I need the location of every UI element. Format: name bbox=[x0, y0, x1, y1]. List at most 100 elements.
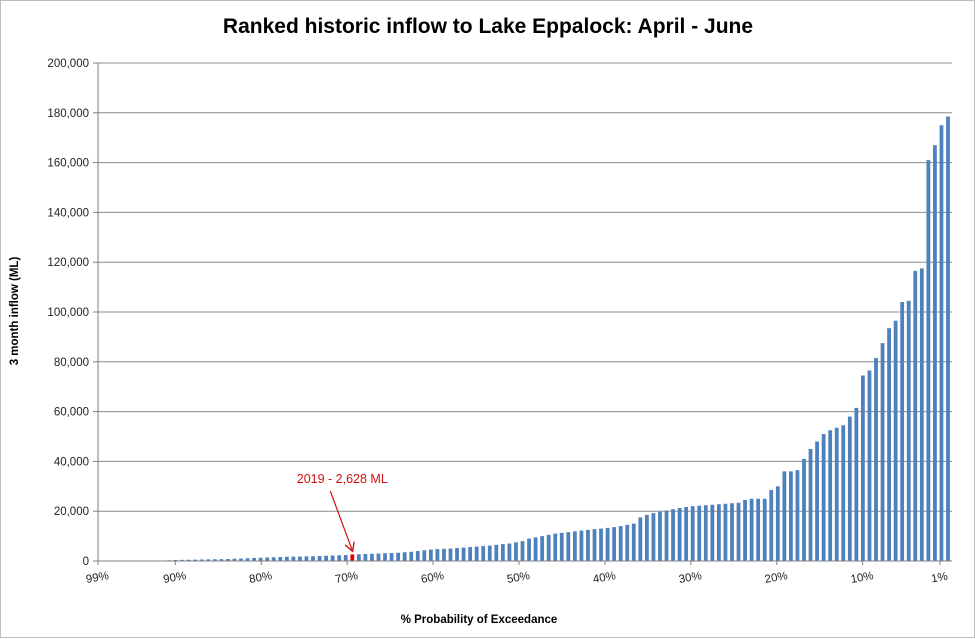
bar bbox=[671, 509, 675, 561]
y-tick-label: 60,000 bbox=[54, 407, 89, 419]
bar bbox=[415, 551, 420, 561]
bar bbox=[716, 504, 721, 561]
bar bbox=[821, 434, 826, 561]
bar bbox=[435, 549, 440, 561]
bar bbox=[756, 498, 761, 561]
x-tick-label: 1% bbox=[930, 571, 948, 586]
bar bbox=[703, 505, 708, 561]
bar bbox=[455, 548, 459, 561]
bar bbox=[861, 375, 865, 561]
bar bbox=[893, 320, 898, 561]
bar bbox=[612, 527, 617, 561]
bar bbox=[199, 559, 204, 561]
bar bbox=[494, 544, 499, 561]
bar bbox=[507, 543, 512, 561]
bar bbox=[186, 559, 191, 561]
x-tick-label: 60% bbox=[420, 570, 445, 586]
x-tick-label: 50% bbox=[506, 570, 531, 586]
chart-title: Ranked historic inflow to Lake Eppalock:… bbox=[223, 15, 753, 38]
bar bbox=[664, 510, 669, 561]
bar bbox=[383, 553, 387, 561]
bar bbox=[422, 550, 427, 561]
bar bbox=[337, 555, 342, 561]
bar bbox=[762, 498, 767, 561]
bar bbox=[396, 552, 401, 561]
bar bbox=[834, 427, 839, 561]
x-tick-label: 10% bbox=[850, 570, 875, 586]
bar bbox=[180, 559, 184, 561]
bar bbox=[631, 523, 636, 561]
bar bbox=[212, 559, 217, 561]
bar bbox=[546, 534, 551, 561]
bar bbox=[389, 553, 394, 561]
bar bbox=[880, 343, 885, 562]
bar bbox=[684, 506, 689, 561]
bar bbox=[239, 558, 243, 561]
x-tick-label: 70% bbox=[334, 570, 359, 586]
bar bbox=[946, 116, 950, 561]
bar bbox=[579, 530, 584, 561]
bar bbox=[939, 125, 944, 561]
x-tick-label: 30% bbox=[678, 570, 703, 586]
bar bbox=[566, 532, 571, 561]
bar bbox=[304, 556, 309, 561]
bar bbox=[468, 547, 473, 561]
bar bbox=[618, 526, 623, 561]
bar bbox=[461, 547, 466, 561]
bar bbox=[219, 559, 224, 561]
bar bbox=[867, 370, 872, 561]
bar bbox=[252, 558, 256, 561]
bar bbox=[363, 554, 368, 561]
bar bbox=[586, 529, 590, 562]
bar bbox=[599, 528, 603, 561]
bar bbox=[324, 555, 329, 561]
bar bbox=[330, 555, 335, 561]
y-tick-label: 0 bbox=[83, 556, 89, 568]
x-tick-label: 90% bbox=[162, 570, 187, 586]
bar bbox=[271, 557, 276, 561]
bar bbox=[828, 430, 833, 561]
bar bbox=[795, 470, 800, 561]
axes bbox=[97, 63, 952, 565]
bar bbox=[605, 527, 610, 561]
bar bbox=[874, 358, 878, 561]
bar bbox=[428, 549, 433, 561]
bar bbox=[658, 511, 662, 561]
bar bbox=[769, 490, 774, 561]
bar bbox=[887, 328, 891, 561]
y-tick-label: 180,000 bbox=[47, 108, 89, 120]
bar bbox=[540, 536, 545, 561]
bar bbox=[258, 557, 263, 561]
y-tick-label: 80,000 bbox=[54, 357, 89, 369]
y-tick-label: 40,000 bbox=[54, 456, 89, 468]
bar bbox=[442, 548, 446, 561]
bar bbox=[815, 441, 819, 561]
bar bbox=[514, 542, 518, 561]
bar bbox=[356, 554, 361, 561]
bar bbox=[854, 407, 859, 561]
bar bbox=[193, 559, 198, 561]
bar bbox=[743, 500, 747, 561]
y-tick-labels: 0 20,000 40,000 60,000 80,000 100,000 120,000 1… bbox=[47, 58, 89, 568]
bar bbox=[232, 558, 237, 561]
bar bbox=[245, 558, 250, 561]
gridlines bbox=[93, 62, 952, 562]
annotation-arrow bbox=[329, 490, 352, 550]
bar bbox=[370, 553, 374, 561]
bar bbox=[481, 546, 486, 561]
y-tick-label: 160,000 bbox=[47, 158, 89, 170]
bar bbox=[343, 555, 348, 561]
bar bbox=[690, 506, 695, 561]
annotation-label: 2019 - 2,628 ML bbox=[297, 472, 388, 486]
bar bbox=[206, 559, 211, 561]
bar bbox=[802, 458, 806, 561]
bar bbox=[311, 556, 315, 561]
bar bbox=[487, 545, 492, 561]
bar bbox=[298, 556, 302, 561]
bar bbox=[723, 503, 728, 561]
bar bbox=[376, 553, 381, 561]
bar bbox=[933, 145, 937, 562]
y-tick-label: 100,000 bbox=[47, 307, 89, 319]
